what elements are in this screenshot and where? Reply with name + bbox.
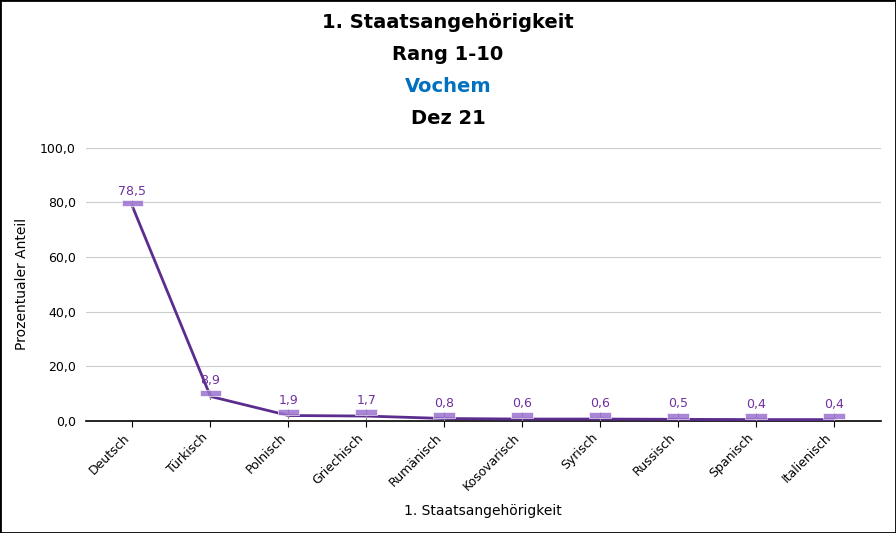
FancyBboxPatch shape — [278, 409, 299, 415]
FancyBboxPatch shape — [122, 200, 143, 206]
Text: 0,8: 0,8 — [435, 397, 454, 409]
Text: Vochem: Vochem — [405, 77, 491, 96]
Text: 0,6: 0,6 — [513, 397, 532, 410]
FancyBboxPatch shape — [668, 413, 689, 418]
Text: 0,6: 0,6 — [590, 397, 610, 410]
Text: Dez 21: Dez 21 — [410, 109, 486, 128]
X-axis label: 1. Staatsangehörigkeit: 1. Staatsangehörigkeit — [404, 504, 562, 518]
FancyBboxPatch shape — [512, 412, 533, 418]
Text: 0,4: 0,4 — [824, 398, 844, 410]
FancyBboxPatch shape — [823, 413, 845, 419]
Text: Rang 1-10: Rang 1-10 — [392, 45, 504, 64]
FancyBboxPatch shape — [590, 412, 611, 418]
Text: 78,5: 78,5 — [118, 184, 146, 198]
FancyBboxPatch shape — [356, 409, 377, 415]
FancyBboxPatch shape — [200, 390, 221, 395]
FancyBboxPatch shape — [434, 411, 455, 418]
FancyBboxPatch shape — [745, 413, 767, 419]
Text: 0,4: 0,4 — [746, 398, 766, 410]
Text: 0,5: 0,5 — [668, 397, 688, 410]
Text: 1,9: 1,9 — [279, 393, 298, 407]
Y-axis label: Prozentualer Anteil: Prozentualer Anteil — [15, 218, 29, 350]
Text: 1. Staatsangehörigkeit: 1. Staatsangehörigkeit — [323, 13, 573, 33]
Text: 1,7: 1,7 — [357, 394, 376, 407]
Text: 8,9: 8,9 — [201, 374, 220, 387]
